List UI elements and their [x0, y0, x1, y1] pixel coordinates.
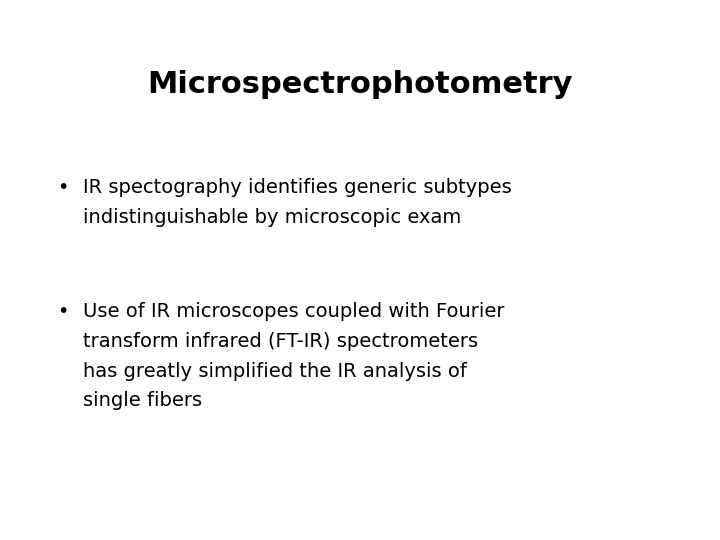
Text: Use of IR microscopes coupled with Fourier: Use of IR microscopes coupled with Fouri…	[83, 302, 504, 321]
Text: Microspectrophotometry: Microspectrophotometry	[148, 70, 572, 99]
Text: transform infrared (FT-IR) spectrometers: transform infrared (FT-IR) spectrometers	[83, 332, 478, 351]
Text: •: •	[58, 178, 69, 197]
Text: indistinguishable by microscopic exam: indistinguishable by microscopic exam	[83, 208, 461, 227]
Text: single fibers: single fibers	[83, 392, 202, 410]
Text: IR spectography identifies generic subtypes: IR spectography identifies generic subty…	[83, 178, 511, 197]
Text: has greatly simplified the IR analysis of: has greatly simplified the IR analysis o…	[83, 362, 467, 381]
Text: •: •	[58, 302, 69, 321]
